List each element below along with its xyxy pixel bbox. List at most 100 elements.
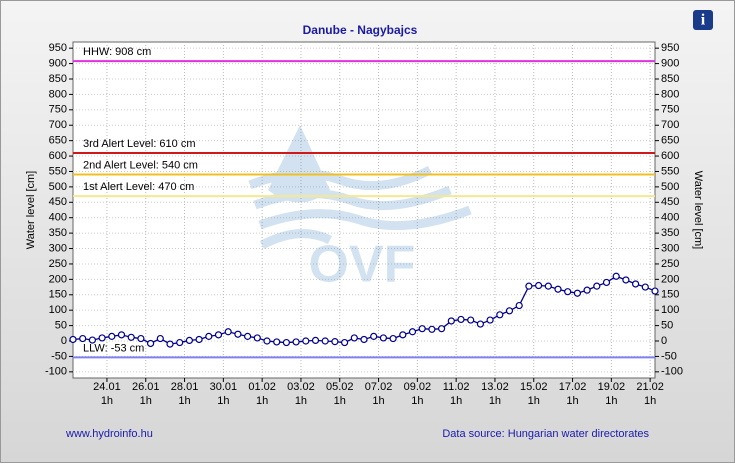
data-point: [379, 334, 387, 342]
data-point: [156, 334, 164, 343]
data-point: [505, 307, 514, 315]
y2-tick-label: 100: [661, 304, 679, 316]
y-tick-label: 500: [49, 181, 67, 193]
x-tick-label: 09.02 1h: [404, 381, 432, 407]
data-point: [79, 334, 87, 343]
data-point: [311, 336, 320, 344]
level-label: 3rd Alert Level: 610 cm: [83, 138, 196, 150]
level-label: 2nd Alert Level: 540 cm: [83, 159, 198, 171]
y2-tick-label: 500: [661, 181, 679, 193]
footer-source: Data source: Hungarian water directorate…: [442, 428, 649, 440]
y-tick-label: 50: [55, 320, 67, 332]
data-point: [370, 332, 378, 340]
data-point: [292, 338, 300, 346]
footer-link[interactable]: www.hydroinfo.hu: [65, 428, 153, 440]
watermark: OVF: [309, 236, 416, 294]
data-point: [476, 320, 484, 328]
info-button[interactable]: [693, 10, 713, 30]
x-tick-label: 28.01 1h: [171, 381, 199, 407]
y-tick-label: 550: [49, 165, 67, 177]
y-tick-label: 350: [49, 227, 67, 239]
y-tick-label: -100: [45, 366, 67, 378]
y-tick-label: 0: [61, 335, 67, 347]
x-tick-label: 03.02 1h: [287, 381, 315, 407]
x-tick-label: 30.01 1h: [210, 381, 238, 407]
y2-tick-label: 250: [661, 258, 679, 270]
y-tick-label: 850: [49, 73, 67, 85]
y-tick-label: 650: [49, 135, 67, 147]
x-tick-label: 01.02 1h: [248, 381, 276, 407]
data-point: [515, 301, 523, 310]
data-point: [602, 278, 611, 287]
x-tick-label: 13.02 1h: [481, 381, 509, 407]
y-tick-label: 750: [49, 104, 67, 116]
y2-tick-label: -100: [661, 366, 683, 378]
data-point: [573, 289, 582, 297]
y2-tick-label: 200: [661, 273, 679, 285]
level-label: LLW: -53 cm: [83, 342, 144, 354]
level-label: 1st Alert Level: 470 cm: [83, 181, 194, 193]
data-point: [214, 331, 223, 339]
data-point: [544, 282, 552, 290]
watermark-logo: OVF: [248, 125, 472, 294]
y-tick-label: 600: [49, 150, 67, 162]
y2-tick-label: 50: [661, 320, 673, 332]
data-point: [486, 316, 494, 324]
info-icon[interactable]: i: [701, 12, 706, 29]
data-point: [389, 334, 397, 343]
y2-tick-label: 850: [661, 73, 679, 85]
x-tick-label: 19.02 1h: [598, 381, 626, 407]
data-point: [447, 317, 455, 325]
y-tick-label: -50: [51, 350, 67, 362]
x-tick-label: 07.02 1h: [365, 381, 393, 407]
y-tick-label: 400: [49, 212, 67, 224]
data-point: [185, 336, 193, 344]
data-point: [467, 316, 475, 324]
data-point: [244, 332, 252, 340]
data-point: [263, 337, 271, 345]
data-point: [273, 338, 281, 346]
data-point: [583, 286, 591, 294]
y2-tick-label: 600: [661, 150, 679, 162]
data-point: [418, 325, 426, 333]
y2-tick-label: 550: [661, 165, 679, 177]
y2-tick-label: 300: [661, 242, 679, 254]
data-point: [195, 335, 203, 344]
y-tick-label: 150: [49, 289, 67, 301]
x-tick-label: 26.01 1h: [132, 381, 160, 407]
y-tick-label: 200: [49, 273, 67, 285]
data-point: [534, 281, 543, 290]
data-point: [224, 328, 232, 336]
data-point: [117, 331, 126, 339]
y-tick-label: 100: [49, 304, 67, 316]
y-tick-label: 300: [49, 242, 67, 254]
data-point: [408, 328, 417, 336]
data-point: [612, 272, 620, 280]
data-point: [302, 337, 310, 345]
data-point: [147, 339, 155, 348]
y2-tick-label: 400: [661, 212, 679, 224]
y2-tick-label: 950: [661, 42, 679, 54]
data-point: [457, 315, 465, 324]
data-point: [564, 288, 572, 296]
data-point: [428, 325, 436, 333]
data-point: [438, 325, 446, 333]
data-point: [622, 276, 630, 284]
y2-tick-label: 700: [661, 119, 679, 131]
data-point: [253, 334, 261, 342]
y2-tick-label: 800: [661, 88, 679, 100]
data-point: [525, 282, 533, 290]
data-point: [651, 287, 659, 295]
data-point: [234, 330, 242, 338]
y-tick-label: 700: [49, 119, 67, 131]
data-point: [350, 334, 358, 342]
data-point: [176, 338, 184, 347]
data-point: [593, 282, 601, 290]
data-point: [341, 338, 349, 347]
y-tick-label: 950: [49, 42, 67, 54]
data-point: [360, 335, 368, 344]
data-point: [399, 331, 407, 339]
y2-tick-label: 650: [661, 135, 679, 147]
data-point: [496, 311, 504, 319]
